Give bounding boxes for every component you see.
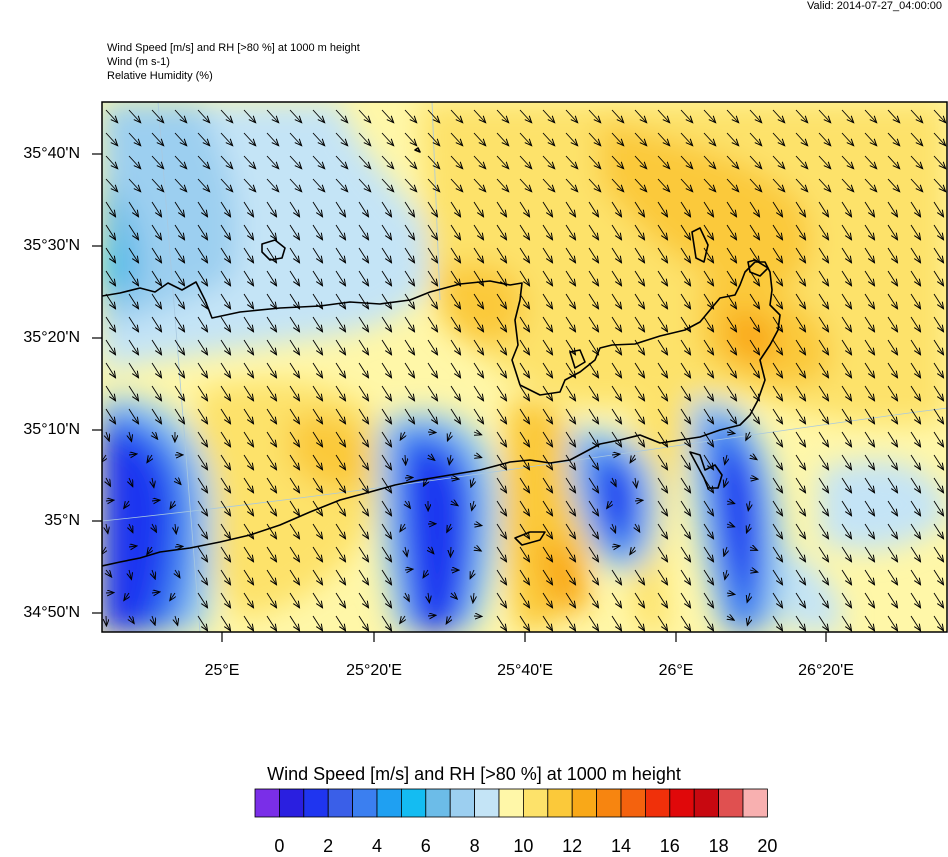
colorbar-box (401, 789, 425, 817)
colorbar-box (597, 789, 621, 817)
lat-label-35-30: 35°30'N (0, 237, 80, 255)
colorbar-box (719, 789, 743, 817)
colorbar-box (353, 789, 377, 817)
lat-label-35-40: 35°40'N (0, 145, 80, 163)
colorbar-box (450, 789, 474, 817)
colorbar-box (621, 789, 645, 817)
lon-label-26-20: 26°20'E (798, 662, 854, 680)
lon-label-26: 26°E (659, 662, 694, 680)
colorbar-box (426, 789, 450, 817)
wind-arrow (405, 455, 406, 464)
wind-arrow (428, 432, 435, 433)
colorbar-box (694, 789, 718, 817)
colorbar-title: Wind Speed [m/s] and RH [>80 %] at 1000 … (0, 764, 948, 785)
lon-label-25: 25°E (205, 662, 240, 680)
colorbar (255, 789, 767, 817)
colorbar-box (523, 789, 547, 817)
contour-field (101, 102, 947, 632)
lat-label-35-20: 35°20'N (0, 329, 80, 347)
lon-label-25-20: 25°20'E (346, 662, 402, 680)
lat-label-35-10: 35°10'N (0, 421, 80, 439)
wind-arrow (405, 478, 412, 479)
colorbar-box (645, 789, 669, 817)
colorbar-box (304, 789, 328, 817)
colorbar-box (743, 789, 767, 817)
colorbar-box (572, 789, 596, 817)
colorbar-box (475, 789, 499, 817)
colorbar-box (499, 789, 523, 817)
colorbar-box (279, 789, 303, 817)
lon-label-25-40: 25°40'E (497, 662, 553, 680)
lat-label-35: 35°N (0, 512, 80, 530)
colorbar-box (328, 789, 352, 817)
colorbar-box (377, 789, 401, 817)
wind-arrow (451, 547, 452, 556)
colorbar-box (548, 789, 572, 817)
colorbar-box (670, 789, 694, 817)
wind-arrow (175, 546, 182, 547)
colorbar-box (255, 789, 279, 817)
lat-label-34-50: 34°50'N (0, 604, 80, 622)
